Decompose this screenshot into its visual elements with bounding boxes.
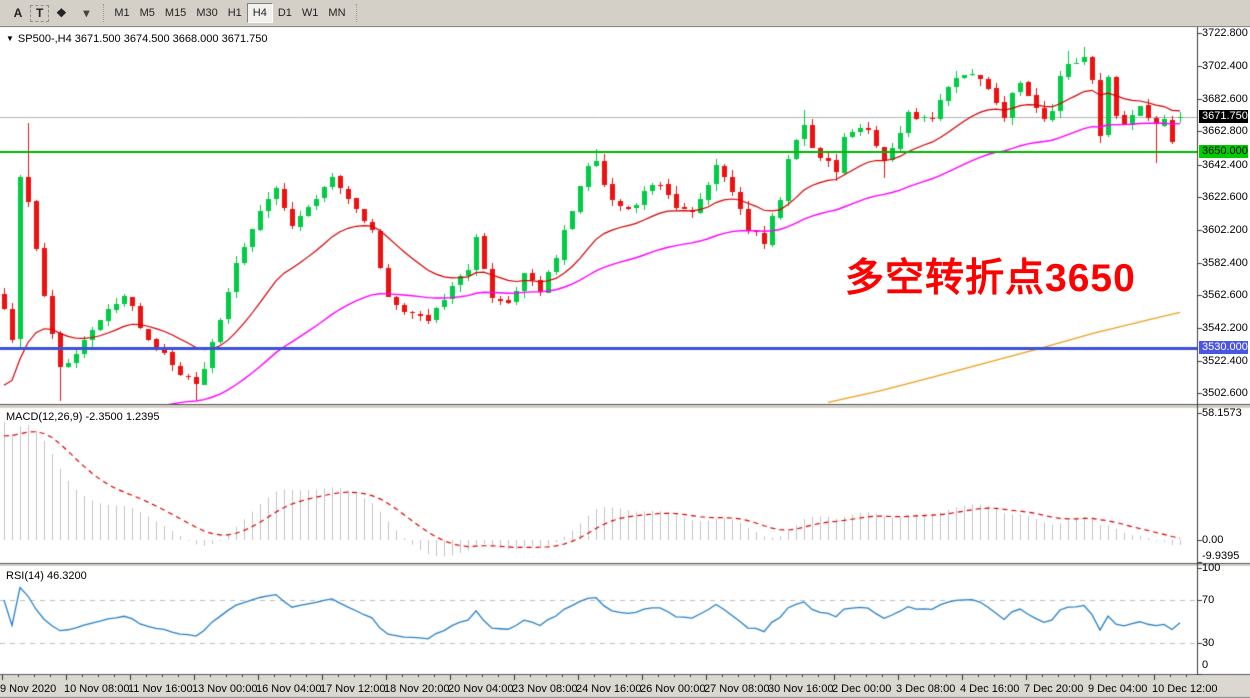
shapes-tool-button[interactable]: ❖ <box>55 6 67 20</box>
text-tool-button[interactable]: T <box>30 4 50 22</box>
toolbar-separator-2 <box>355 4 357 22</box>
timeframe-button-m5[interactable]: M5 <box>139 7 155 19</box>
timeframe-button-m1[interactable]: M1 <box>114 7 130 19</box>
shapes-dropdown-button[interactable]: ▾ <box>83 6 90 20</box>
timeframes-group: M1 M5 M15 M30 H1 H4 D1 W1 MN <box>109 3 350 23</box>
timeframe-button-m15[interactable]: M15 <box>164 7 187 19</box>
timeframe-button-d1[interactable]: D1 <box>277 7 292 19</box>
timeframe-button-h1[interactable]: H1 <box>227 7 242 19</box>
timeframe-button-m30[interactable]: M30 <box>196 7 218 19</box>
toolbar-separator <box>103 4 105 22</box>
timeframe-button-h4[interactable]: H4 <box>246 3 273 23</box>
timeframe-button-mn[interactable]: MN <box>328 7 346 19</box>
timeframe-button-w1[interactable]: W1 <box>301 7 319 19</box>
top-toolbar: A T ❖ ▾ M1 M5 M15 M30 H1 H4 D1 W1 MN <box>0 0 1250 27</box>
arrow-label-tool-button[interactable]: A <box>13 6 23 20</box>
tools-group: A T ❖ ▾ <box>6 3 98 23</box>
